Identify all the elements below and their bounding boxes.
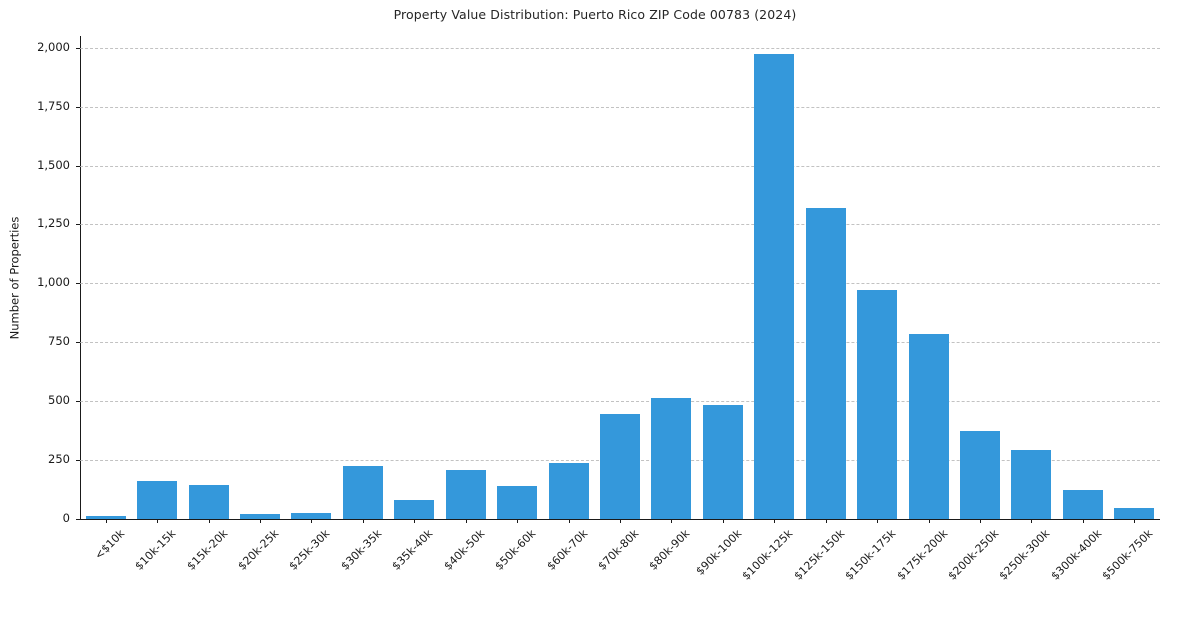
x-tick-mark [208,519,210,523]
x-tick-mark [774,519,776,523]
x-tick-label: $50k-60k [492,527,539,573]
y-tick-mark [76,106,80,108]
x-tick-mark [105,519,107,523]
x-tick-mark [722,519,724,523]
y-tick-label: 2,000 [37,39,70,54]
y-tick-label: 1,750 [37,98,70,113]
x-tick-label: $300k-400k [1048,527,1105,583]
gridline [80,106,1160,108]
y-tick-mark [76,224,80,226]
bar [1114,507,1155,519]
y-axis-line [80,36,81,519]
x-tick-mark [517,519,519,523]
y-tick-mark [76,519,80,520]
bar [291,512,332,519]
gridline [80,401,1160,403]
bar [497,486,538,519]
bar [445,469,486,519]
x-tick-mark [465,519,467,523]
gridline [80,47,1160,49]
gridline [80,224,1160,226]
bar [1011,450,1052,519]
x-tick-mark [414,519,416,523]
bar [342,465,383,519]
y-tick-mark [76,342,80,344]
y-tick-mark [76,47,80,49]
bar [908,333,949,519]
x-tick-label: $15k-20k [184,527,230,573]
x-tick-mark [620,519,621,523]
x-tick-mark [311,519,313,523]
x-tick-label: $25k-30k [286,527,333,573]
x-tick-label: $30k-35k [338,527,385,573]
gridline [80,342,1160,344]
x-tick-label: $80k-90k [646,527,693,573]
x-tick-mark [825,519,827,523]
bar [857,289,898,519]
y-tick-label: 0 [62,511,70,525]
y-tick-label: 1,000 [37,275,70,290]
x-tick-label: $40k-50k [441,527,487,573]
bars [80,36,1160,519]
bar [599,413,641,519]
x-tick-label: $35k-40k [389,527,436,573]
chart-title: Property Value Distribution: Puerto Rico… [393,7,797,22]
y-tick-label: 250 [48,452,70,467]
y-tick-mark [76,401,80,403]
x-tick-label: $10k-15k [132,527,179,573]
x-tick-label: $500k-750k [1099,527,1156,583]
bar [959,431,1001,519]
bar [548,463,589,519]
x-tick-label: $200k-250k [945,527,1002,583]
plot-area [80,36,1160,519]
bar [702,405,743,519]
bar [85,516,126,519]
bar [805,207,846,519]
bar [137,481,178,519]
y-tick-label: 750 [48,334,70,349]
x-tick-mark [157,519,159,523]
x-tick-label: $175k-200k [894,527,950,583]
bar [239,514,281,519]
y-tick-mark [76,460,80,462]
x-tick-mark [928,519,930,523]
y-tick-label: 1,500 [37,157,70,172]
x-tick-label: <$10k [91,527,127,563]
x-tick-mark [568,519,570,523]
x-tick-label: $100k-125k [739,527,796,583]
x-tick-mark [671,519,673,523]
x-tick-mark [1031,519,1033,523]
y-tick-mark [76,165,80,167]
x-tick-mark [980,519,981,523]
x-tick-mark [1134,519,1136,523]
x-tick-mark [362,519,364,523]
gridline [80,283,1160,285]
x-tick-label: $150k-175k [842,527,899,583]
x-tick-label: $90k-100k [693,527,745,578]
x-tick-label: $250k-300k [996,527,1053,583]
x-tick-mark [260,519,261,523]
x-tick-label: $70k-80k [595,527,642,573]
bar [1062,489,1103,519]
y-tick-mark [76,283,80,285]
x-tick-label: $125k-150k [791,527,847,583]
gridline [80,165,1160,167]
bar [651,397,692,519]
x-tick-mark [877,519,879,523]
y-tick-label: 1,250 [37,216,70,231]
x-tick-label: $20k-25k [235,527,282,573]
chart-figure: Property Value Distribution: Puerto Rico… [7,7,1160,583]
bar [394,499,435,519]
y-tick-label: 500 [48,393,70,408]
bar [754,53,795,519]
x-tick-label: $60k-70k [544,527,590,573]
x-tick-mark [1082,519,1084,523]
bar [188,485,229,519]
